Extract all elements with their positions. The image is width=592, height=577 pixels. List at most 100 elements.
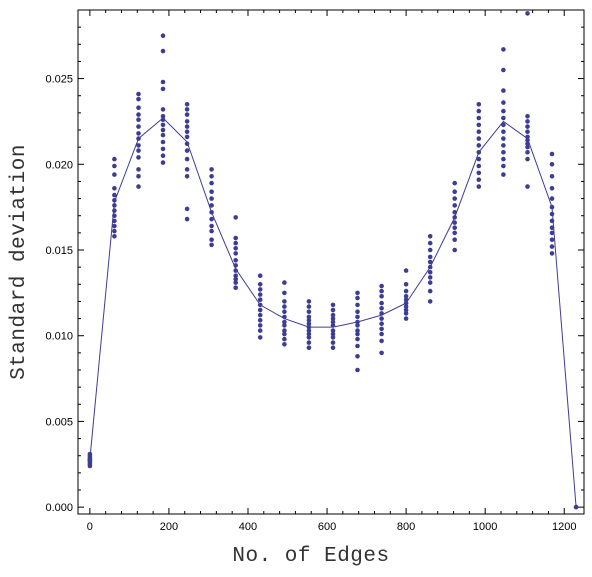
data-point: [427, 240, 433, 246]
data-point: [476, 129, 482, 134]
data-point: [355, 336, 360, 342]
data-point: [379, 300, 384, 306]
data-point: [184, 174, 190, 179]
data-point: [355, 309, 360, 315]
data-point: [136, 184, 141, 189]
data-point: [160, 132, 166, 138]
data-point: [233, 263, 238, 268]
data-point: [501, 122, 506, 128]
data-point: [476, 163, 482, 169]
data-point: [525, 11, 530, 16]
data-point: [136, 136, 141, 141]
data-point: [452, 225, 458, 230]
data-point: [209, 242, 214, 248]
data-point: [452, 247, 458, 253]
data-point: [403, 307, 409, 313]
data-point: [282, 304, 287, 309]
data-point: [306, 340, 312, 345]
data-point: [330, 323, 336, 328]
data-point: [184, 206, 190, 212]
data-point: [306, 299, 312, 304]
data-point: [501, 108, 506, 114]
data-point: [257, 318, 263, 323]
y-axis-title: Standard deviation: [8, 144, 31, 380]
data-point: [379, 338, 384, 344]
data-point: [257, 312, 263, 318]
data-point: [282, 319, 287, 325]
data-point: [209, 180, 214, 186]
data-point: [403, 311, 409, 316]
data-point: [452, 215, 458, 220]
data-point: [501, 115, 506, 121]
data-point: [452, 189, 458, 194]
data-point: [525, 129, 530, 134]
data-point: [209, 228, 214, 234]
data-point: [282, 299, 287, 304]
data-point: [87, 451, 93, 457]
data-point: [330, 316, 336, 321]
x-tick-label: 1200: [552, 521, 576, 533]
data-point: [403, 316, 409, 321]
data-point: [184, 156, 190, 162]
data-point: [525, 141, 530, 146]
data-point: [403, 300, 409, 306]
data-point: [452, 230, 458, 236]
data-point: [136, 143, 141, 148]
data-point: [209, 216, 214, 222]
data-point: [233, 246, 238, 251]
data-point: [549, 174, 555, 179]
data-point: [476, 184, 482, 189]
data-point: [209, 237, 214, 242]
data-point: [549, 186, 555, 191]
data-point: [233, 276, 238, 282]
data-point: [379, 326, 384, 332]
data-point: [160, 139, 166, 145]
x-tick-label: 800: [397, 521, 415, 533]
data-point: [355, 323, 360, 328]
data-point: [501, 143, 506, 148]
data-point: [160, 160, 166, 165]
data-point: [160, 79, 166, 85]
data-point: [403, 282, 409, 287]
data-point: [160, 33, 166, 38]
data-point: [160, 127, 166, 133]
data-point: [427, 264, 433, 270]
data-point: [403, 297, 409, 303]
data-point: [306, 345, 312, 351]
data-point: [257, 287, 263, 292]
data-point: [209, 223, 214, 229]
data-point: [184, 148, 190, 153]
data-point: [282, 323, 287, 328]
data-point: [330, 319, 336, 325]
data-point: [379, 306, 384, 311]
data-point: [112, 223, 117, 229]
data-point: [501, 129, 506, 134]
data-point: [282, 342, 287, 347]
x-tick-label: 1000: [473, 521, 497, 533]
data-point: [209, 210, 214, 215]
data-point: [525, 124, 530, 129]
data-point: [379, 316, 384, 321]
data-point: [184, 141, 190, 146]
data-point: [355, 302, 360, 308]
data-point: [403, 294, 409, 299]
data-point: [160, 107, 166, 112]
data-point: [233, 251, 238, 256]
data-point: [427, 280, 433, 285]
x-tick-label: 400: [239, 521, 257, 533]
data-point: [282, 328, 287, 333]
data-point: [257, 302, 263, 308]
data-point: [184, 134, 190, 140]
data-point: [233, 258, 238, 263]
data-point: [306, 314, 312, 320]
data-point: [160, 122, 166, 128]
data-point: [355, 354, 360, 359]
data-point: [233, 285, 238, 291]
data-point: [112, 172, 117, 177]
y-tick-label: 0.020: [45, 159, 73, 171]
data-point: [330, 335, 336, 340]
data-point: [501, 156, 506, 162]
x-tick-label: 0: [87, 521, 93, 533]
